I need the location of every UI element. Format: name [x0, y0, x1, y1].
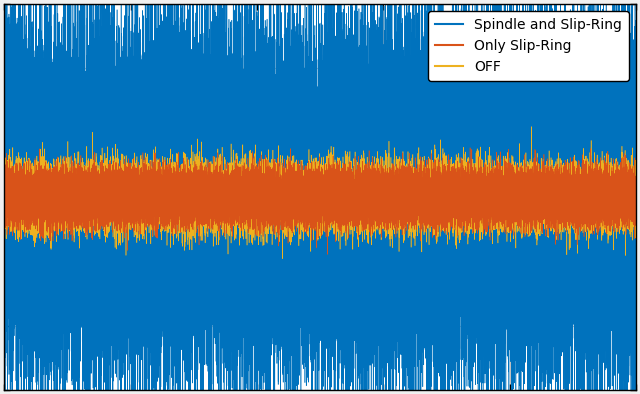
OFF — [279, 256, 287, 261]
Spindle and Slip-Ring — [343, 180, 351, 185]
Only Slip-Ring — [343, 195, 351, 199]
Spindle and Slip-Ring — [44, 229, 51, 233]
Only Slip-Ring — [152, 178, 160, 183]
Spindle and Slip-Ring — [243, 189, 250, 193]
Only Slip-Ring — [381, 201, 388, 205]
OFF — [381, 188, 388, 193]
OFF — [343, 201, 351, 206]
Line: Spindle and Slip-Ring: Spindle and Slip-Ring — [4, 0, 636, 394]
Only Slip-Ring — [1, 193, 8, 198]
Spindle and Slip-Ring — [632, 68, 639, 73]
Line: OFF: OFF — [4, 126, 636, 259]
OFF — [152, 191, 160, 195]
Legend: Spindle and Slip-Ring, Only Slip-Ring, OFF: Spindle and Slip-Ring, Only Slip-Ring, O… — [428, 11, 629, 81]
Only Slip-Ring — [469, 189, 477, 194]
Only Slip-Ring — [44, 192, 51, 197]
OFF — [632, 183, 639, 188]
Spindle and Slip-Ring — [1, 153, 8, 158]
Only Slip-Ring — [632, 193, 639, 198]
OFF — [44, 185, 51, 190]
OFF — [243, 193, 250, 198]
OFF — [469, 201, 477, 206]
Only Slip-Ring — [467, 145, 474, 150]
Spindle and Slip-Ring — [469, 172, 477, 177]
Only Slip-Ring — [243, 186, 250, 191]
Spindle and Slip-Ring — [152, 312, 160, 317]
Line: Only Slip-Ring: Only Slip-Ring — [4, 148, 636, 255]
Spindle and Slip-Ring — [381, 269, 388, 274]
Only Slip-Ring — [324, 252, 332, 257]
OFF — [1, 179, 8, 184]
OFF — [527, 124, 535, 129]
